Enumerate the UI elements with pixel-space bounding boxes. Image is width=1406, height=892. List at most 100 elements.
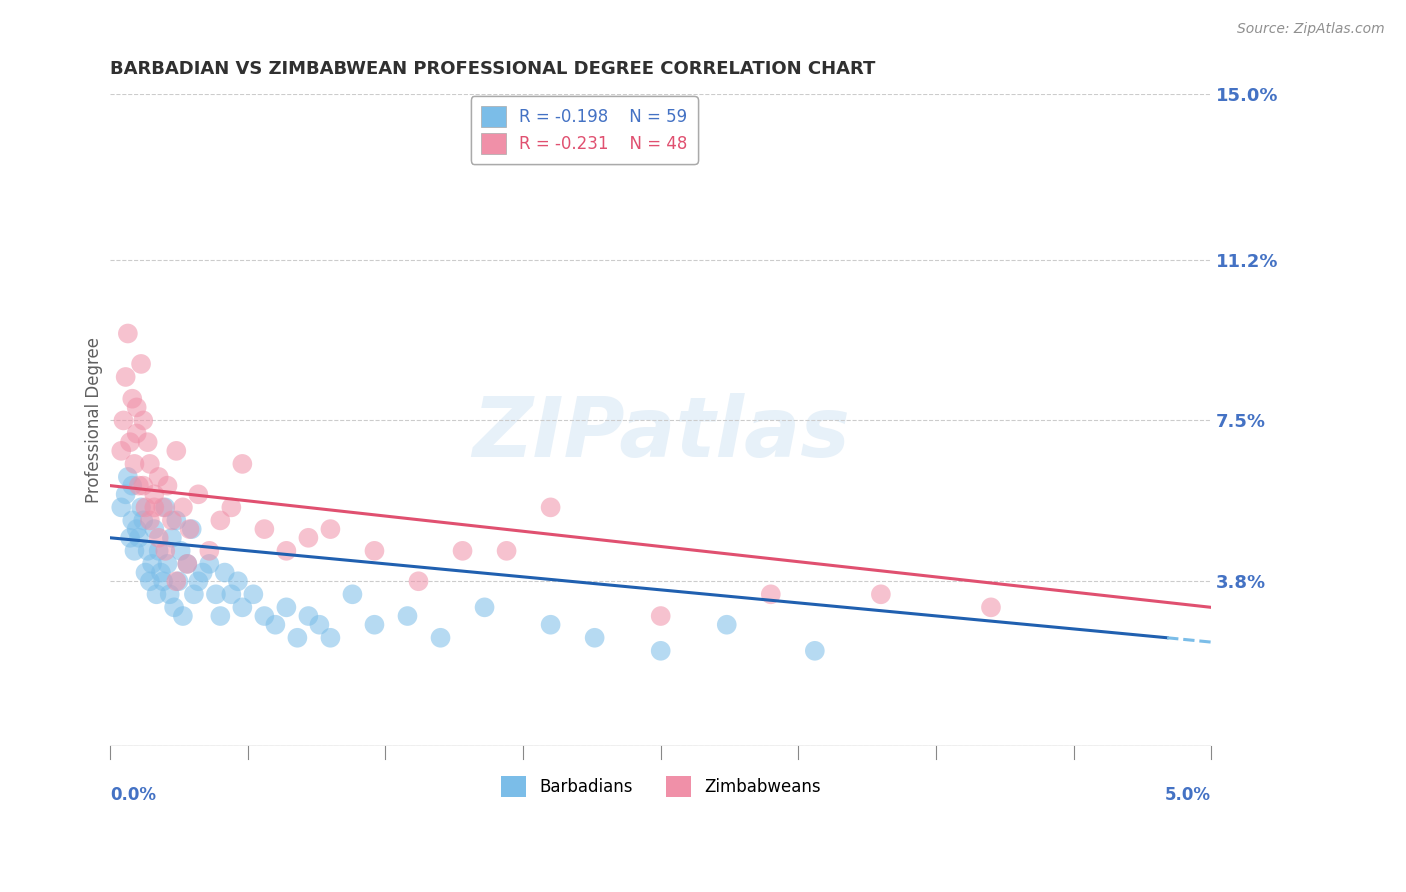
Point [226,574,249,589]
Point [149,566,172,580]
Point [205,587,228,601]
Point [319,631,342,645]
Point [132,513,155,527]
Point [980,600,1002,615]
Point [319,522,342,536]
Point [165,443,187,458]
Point [124,457,146,471]
Point [342,587,364,601]
Point [136,435,159,450]
Point [121,478,143,492]
Point [136,544,159,558]
Point [160,513,183,527]
Point [117,326,139,341]
Point [139,513,162,527]
Point [155,500,177,515]
Point [716,617,738,632]
Text: 5.0%: 5.0% [1166,786,1211,804]
Point [408,574,430,589]
Point [120,531,142,545]
Point [110,443,132,458]
Point [165,513,187,527]
Point [650,609,672,624]
Point [231,457,253,471]
Point [110,500,132,515]
Point [429,631,451,645]
Point [187,487,209,501]
Point [759,587,782,601]
Point [474,600,496,615]
Point [148,531,170,545]
Point [129,500,152,515]
Point [221,587,243,601]
Point [308,617,330,632]
Point [172,500,194,515]
Point [167,574,190,589]
Point [125,426,148,441]
Point [148,544,170,558]
Point [129,357,152,371]
Point [276,544,298,558]
Point [363,617,385,632]
Point [143,500,166,515]
Point [242,587,264,601]
Point [495,544,517,558]
Point [143,522,166,536]
Point [287,631,309,645]
Point [132,478,155,492]
Point [396,609,419,624]
Point [156,557,179,571]
Y-axis label: Professional Degree: Professional Degree [86,337,103,503]
Point [152,500,174,515]
Point [198,544,221,558]
Point [165,574,187,589]
Point [870,587,893,601]
Point [540,617,562,632]
Point [117,470,139,484]
Point [148,470,170,484]
Point [159,587,181,601]
Point [172,609,194,624]
Point [112,413,135,427]
Legend: R = -0.198    N = 59, R = -0.231    N = 48: R = -0.198 N = 59, R = -0.231 N = 48 [471,96,697,163]
Point [191,566,214,580]
Point [121,513,143,527]
Point [214,566,236,580]
Point [209,609,232,624]
Point [180,522,202,536]
Point [264,617,287,632]
Text: ZIPatlas: ZIPatlas [472,393,849,474]
Point [139,457,162,471]
Point [451,544,474,558]
Point [121,392,143,406]
Point [139,574,162,589]
Point [540,500,562,515]
Point [141,557,163,571]
Point [221,500,243,515]
Point [176,557,198,571]
Point [124,544,146,558]
Point [187,574,209,589]
Point [155,544,177,558]
Point [156,478,179,492]
Point [231,600,253,615]
Point [120,435,142,450]
Point [297,609,319,624]
Point [650,644,672,658]
Point [253,609,276,624]
Point [125,401,148,415]
Point [253,522,276,536]
Point [134,500,156,515]
Point [176,557,198,571]
Point [128,478,150,492]
Point [179,522,201,536]
Point [170,544,193,558]
Point [132,413,155,427]
Point [209,513,232,527]
Point [160,531,183,545]
Point [114,487,136,501]
Point [134,566,156,580]
Text: BARBADIAN VS ZIMBABWEAN PROFESSIONAL DEGREE CORRELATION CHART: BARBADIAN VS ZIMBABWEAN PROFESSIONAL DEG… [110,60,876,78]
Point [583,631,606,645]
Point [198,557,221,571]
